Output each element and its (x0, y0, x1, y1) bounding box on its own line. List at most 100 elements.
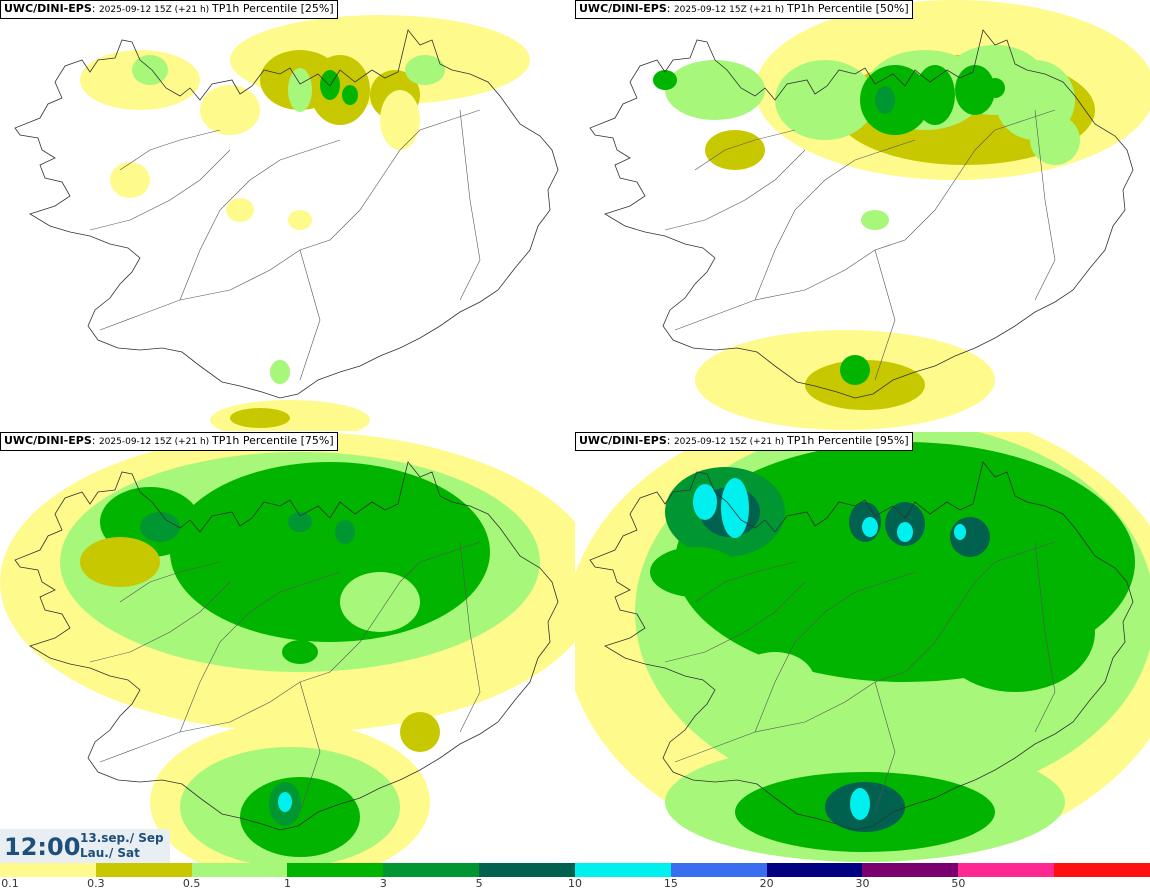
precip-contour (282, 640, 318, 664)
precip-contour (897, 522, 913, 542)
valid-time-date: 13.sep./ Sep Lau./ Sat (80, 831, 164, 861)
road-line (459, 109, 481, 301)
precip-contour (721, 478, 749, 538)
road-line (459, 541, 481, 733)
precip-contour (1030, 115, 1080, 165)
road-line (694, 129, 796, 171)
precip-contour (653, 70, 677, 90)
model-name: UWC/DINI-EPS (4, 2, 92, 15)
road-line (754, 139, 916, 301)
road-line (299, 249, 321, 381)
colorbar-tick-label: 10 (568, 877, 582, 890)
colorbar-segment (766, 863, 863, 877)
field-name: TP1h Percentile [25%] (212, 2, 334, 15)
date-line-1: 13.sep./ Sep (80, 831, 164, 845)
road-line (119, 561, 221, 603)
precip-contour (850, 788, 870, 820)
precip-contour (320, 487, 480, 597)
coastline (14, 29, 559, 399)
colorbar-tick-label: 15 (663, 877, 678, 890)
colorbar-tick-label: 0.3 (87, 877, 105, 890)
precip-contour (665, 60, 765, 120)
road-line (664, 581, 806, 663)
panel-title: UWC/DINI-EPS: 2025-09-12 15Z (+21 h) TP1… (575, 0, 913, 19)
road-line (89, 149, 231, 231)
colorbar-segment (191, 863, 288, 877)
precip-contour (226, 198, 254, 222)
panel-title: UWC/DINI-EPS: 2025-09-12 15Z (+21 h) TP1… (0, 432, 338, 451)
precip-contour (110, 162, 150, 198)
precip-contour (342, 85, 358, 105)
colorbar-tick-label: 3 (379, 877, 387, 890)
road-line (179, 139, 341, 301)
model-name: UWC/DINI-EPS (579, 2, 667, 15)
road-line (664, 149, 806, 231)
road-line (179, 571, 341, 733)
road-line (1034, 109, 1056, 301)
coastline (589, 29, 1134, 399)
road-line (89, 581, 231, 663)
model-name: UWC/DINI-EPS (4, 434, 92, 447)
colorbar-segment (958, 863, 1055, 877)
precip-contour (805, 360, 925, 410)
run-time: 2025-09-12 15Z (+21 h) (98, 437, 213, 447)
precip-contour (340, 572, 420, 632)
field-name: TP1h Percentile [75%] (212, 434, 334, 447)
precip-contour (861, 210, 889, 230)
precip-contour (650, 547, 740, 597)
panel-title: UWC/DINI-EPS: 2025-09-12 15Z (+21 h) TP1… (575, 432, 913, 451)
colorbar-segment (95, 863, 192, 877)
precip-contour (875, 86, 895, 114)
precip-contour (140, 512, 180, 542)
colorbar-segment (287, 863, 384, 877)
colorbar-segment (574, 863, 671, 877)
colorbar-tick-label: 0.1 (1, 877, 19, 890)
precipitation-map (14, 15, 559, 431)
precip-contour (400, 712, 440, 752)
road-line (299, 681, 321, 813)
road-line (694, 561, 796, 603)
map-panel: UWC/DINI-EPS: 2025-09-12 15Z (+21 h) TP1… (575, 432, 1150, 863)
precip-contour (288, 512, 312, 532)
precipitation-colorbar (0, 863, 1150, 877)
precipitation-map (589, 0, 1150, 430)
colorbar-segment (862, 863, 959, 877)
road-line (1034, 541, 1056, 733)
colorbar-segment (0, 863, 96, 877)
coastline (589, 461, 1134, 831)
field-name: TP1h Percentile [95%] (787, 434, 909, 447)
run-time: 2025-09-12 15Z (+21 h) (98, 5, 213, 15)
map-panel: UWC/DINI-EPS: 2025-09-12 15Z (+21 h) TP1… (575, 0, 1150, 431)
precip-contour (405, 55, 445, 85)
model-name: UWC/DINI-EPS (579, 434, 667, 447)
colorbar-segment (479, 863, 575, 877)
road-line (119, 129, 221, 171)
precip-contour (132, 55, 168, 85)
precip-contour (380, 90, 420, 150)
precip-contour (310, 55, 370, 125)
valid-time-box: 12:00 13.sep./ Sep Lau./ Sat (0, 829, 170, 863)
precip-contour (288, 68, 312, 112)
colorbar-segment (670, 863, 767, 877)
precipitation-map (575, 432, 1150, 862)
panel-title: UWC/DINI-EPS: 2025-09-12 15Z (+21 h) TP1… (0, 0, 338, 19)
precip-contour (840, 355, 870, 385)
precip-contour (240, 777, 360, 857)
road-line (874, 249, 896, 381)
coastline (14, 461, 559, 831)
precip-contour (985, 78, 1005, 98)
colorbar-segment (383, 863, 480, 877)
precip-contour (270, 360, 290, 384)
precip-contour (278, 792, 292, 812)
precipitation-map (0, 432, 575, 863)
precip-contour (955, 65, 995, 115)
valid-time-clock: 12:00 (4, 833, 81, 861)
precip-contour (335, 520, 355, 544)
precip-contour (775, 60, 875, 140)
road-line (754, 571, 916, 733)
precip-contour (180, 492, 300, 572)
colorbar-tick-label: 0.5 (182, 877, 201, 890)
colorbar-tick-label: 50 (951, 877, 966, 890)
precip-contour (693, 484, 717, 520)
precip-contour (862, 517, 878, 537)
